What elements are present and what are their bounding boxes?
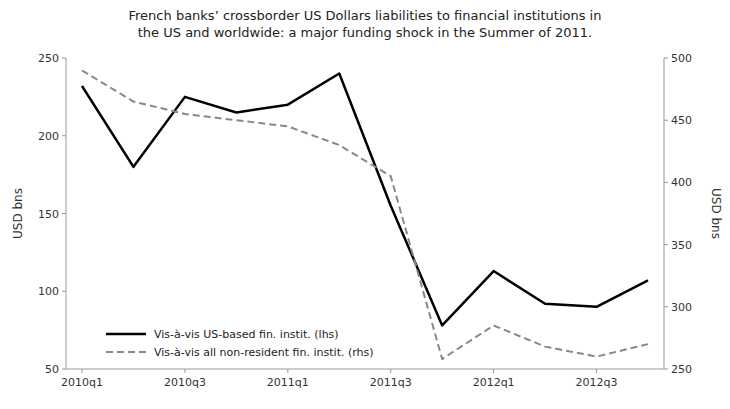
y-tick-label: 250 — [38, 52, 59, 65]
x-tick — [493, 369, 494, 373]
x-tick — [82, 369, 83, 373]
x-axis-line — [66, 369, 664, 370]
x-tick — [390, 369, 391, 373]
plot-area — [82, 70, 648, 359]
x-tick — [184, 369, 185, 373]
legend-swatch — [106, 351, 146, 353]
chart: French banks’ crossborder US Dollars lia… — [0, 0, 730, 409]
title-line: French banks’ crossborder US Dollars lia… — [129, 8, 602, 23]
x-tick-label: 2011q3 — [370, 376, 412, 389]
x-tick — [596, 369, 597, 373]
y-tick-label: 50 — [45, 363, 59, 376]
y2-tick-label: 250 — [671, 363, 692, 376]
y2-tick — [664, 244, 668, 245]
y2-tick-label: 300 — [671, 301, 692, 314]
y2-axis-label: USD bns — [709, 188, 723, 239]
y2-tick — [664, 369, 668, 370]
y-tick — [62, 213, 66, 214]
y-tick — [62, 135, 66, 136]
y-tick — [62, 58, 66, 59]
y2-axis-line — [664, 58, 665, 369]
y2-tick — [664, 182, 668, 183]
legend-swatch — [106, 333, 146, 336]
x-tick-label: 2011q1 — [267, 376, 309, 389]
x-tick-label: 2010q3 — [164, 376, 206, 389]
y-tick — [62, 369, 66, 370]
y2-tick — [664, 58, 668, 59]
x-tick — [287, 369, 288, 373]
y2-tick-label: 500 — [671, 52, 692, 65]
x-tick-label: 2010q1 — [61, 376, 103, 389]
x-tick-label: 2012q1 — [473, 376, 515, 389]
y2-tick-label: 350 — [671, 239, 692, 252]
x-tick-label: 2012q3 — [576, 376, 618, 389]
y2-tick — [664, 306, 668, 307]
legend: Vis-à-vis US-based fin. instit. (lhs) Vis… — [106, 328, 374, 359]
y2-tick — [664, 120, 668, 121]
y2-tick-label: 400 — [671, 176, 692, 189]
y-tick-label: 150 — [38, 208, 59, 221]
series-line — [82, 74, 648, 326]
title: French banks’ crossborder US Dollars lia… — [129, 8, 602, 40]
y-tick-label: 100 — [38, 285, 59, 298]
legend-label: Vis-à-vis all non-resident fin. instit. … — [154, 346, 374, 359]
y-axis-label: USD bns — [11, 188, 25, 239]
legend-label: Vis-à-vis US-based fin. instit. (lhs) — [154, 328, 339, 341]
series-line — [82, 70, 648, 359]
y-tick — [62, 291, 66, 292]
y2-tick-label: 450 — [671, 114, 692, 127]
title-line: the US and worldwide: a major funding sh… — [138, 25, 592, 40]
y-tick-label: 200 — [38, 130, 59, 143]
